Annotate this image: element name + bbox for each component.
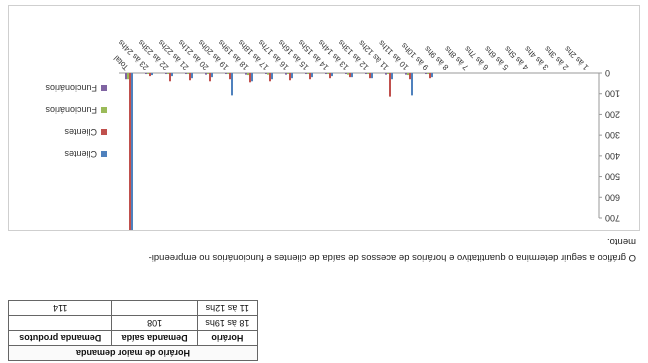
bar <box>169 73 171 82</box>
bar <box>209 73 211 82</box>
bar <box>231 73 233 96</box>
bar <box>427 73 429 75</box>
table-header: Demanda saída <box>111 330 198 346</box>
chart-frame: 0 100 200 300 400 500 600 700 1 às 2hs 2 às 3hs 3 … <box>8 5 640 231</box>
y-tick-label: 500 <box>605 172 620 182</box>
bar <box>407 73 409 76</box>
legend-swatch <box>101 129 107 135</box>
bar <box>387 73 389 75</box>
bar <box>289 73 291 81</box>
bar <box>127 73 129 80</box>
bar <box>329 73 331 79</box>
bar <box>171 73 173 77</box>
y-tick-label: 0 <box>605 68 610 78</box>
y-tick-label: 400 <box>605 151 620 161</box>
legend-swatch <box>101 107 107 113</box>
y-tick-label: 700 <box>605 213 620 223</box>
legend-label: Clientes <box>64 149 97 159</box>
bar <box>385 73 387 75</box>
bar <box>409 73 411 80</box>
bar <box>285 73 287 75</box>
bar <box>207 73 209 75</box>
bar <box>347 73 349 75</box>
bar <box>249 73 251 83</box>
table-header: Demanda produtos <box>8 330 112 346</box>
bar <box>405 73 407 75</box>
bar <box>431 73 433 78</box>
bar <box>349 73 351 78</box>
table-cell <box>8 315 112 331</box>
bar <box>185 73 187 75</box>
bar <box>229 73 231 80</box>
bar <box>151 73 153 76</box>
y-tick-label: 300 <box>605 130 620 140</box>
y-tick-label: 600 <box>605 192 620 202</box>
bar <box>267 73 269 75</box>
bar <box>389 73 391 97</box>
legend-swatch <box>101 151 107 157</box>
bar <box>327 73 329 75</box>
bar <box>265 73 267 75</box>
table-row: 11 às 12hs 114 <box>8 300 258 316</box>
bar <box>425 73 427 75</box>
legend-label: Funcionários <box>45 83 97 93</box>
bar <box>369 73 371 79</box>
bar <box>129 73 131 230</box>
bar <box>125 73 127 80</box>
bar <box>305 73 307 75</box>
table-cell: 11 às 12hs <box>197 300 258 316</box>
bar <box>269 73 271 82</box>
body-paragraph: O gráfico a seguir determina o quantitat… <box>12 233 636 265</box>
y-tick-label: 200 <box>605 109 620 119</box>
bar <box>211 73 213 78</box>
bar <box>165 73 167 75</box>
table-header: Horário <box>197 330 258 346</box>
bar <box>291 73 293 79</box>
bar <box>245 73 247 75</box>
bar <box>391 73 393 80</box>
legend-swatch <box>101 85 107 91</box>
bar <box>145 73 147 75</box>
bar <box>287 73 289 75</box>
bar <box>307 73 309 75</box>
bar <box>187 73 189 75</box>
bar <box>311 73 313 78</box>
demand-table: Horário de maior demanda Horário Demanda… <box>8 300 258 361</box>
bar <box>205 73 207 75</box>
bar <box>429 73 431 79</box>
bar <box>131 73 133 230</box>
bar <box>351 73 353 78</box>
bar <box>345 73 347 75</box>
bar <box>271 73 273 80</box>
bar <box>411 73 413 96</box>
bar <box>371 73 373 79</box>
bar <box>191 73 193 79</box>
bar <box>367 73 369 75</box>
bar <box>227 73 229 75</box>
bar <box>225 73 227 75</box>
bar <box>189 73 191 81</box>
bar <box>149 73 151 77</box>
table-cell <box>111 300 198 316</box>
y-tick-label: 100 <box>605 89 620 99</box>
bar <box>247 73 249 76</box>
bar <box>251 73 253 82</box>
paragraph-line: mento. <box>606 236 636 247</box>
legend-label: Funcionários <box>45 105 97 115</box>
paragraph-line: O gráfico a seguir determina o quantitat… <box>148 252 636 263</box>
bar <box>309 73 311 80</box>
table-cell: 114 <box>8 300 112 316</box>
legend-label: Clientes <box>64 127 97 137</box>
bar <box>167 73 169 75</box>
bar <box>331 73 333 77</box>
table-cell: 108 <box>111 315 198 331</box>
table-row: 18 às 19hs 108 <box>8 315 258 331</box>
table-title: Horário de maior demanda <box>8 345 258 361</box>
bar <box>147 73 149 75</box>
bar <box>365 73 367 75</box>
bar <box>325 73 327 75</box>
table-cell: 18 às 19hs <box>197 315 258 331</box>
